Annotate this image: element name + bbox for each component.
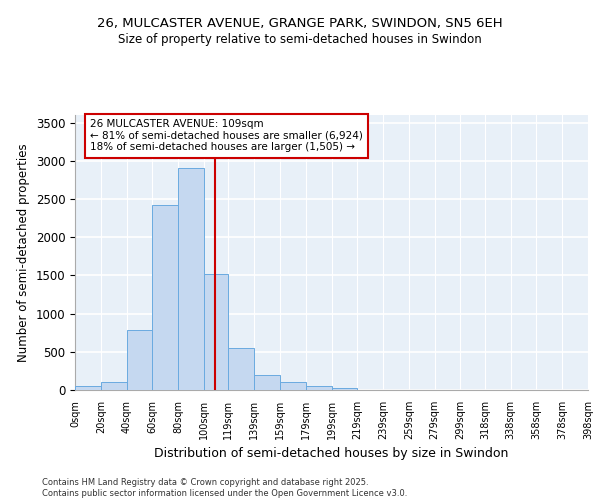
Bar — [75, 386, 101, 390]
Text: Size of property relative to semi-detached houses in Swindon: Size of property relative to semi-detach… — [118, 32, 482, 46]
Bar — [101, 382, 127, 390]
Bar — [178, 168, 204, 390]
Bar — [254, 374, 280, 390]
Text: 26, MULCASTER AVENUE, GRANGE PARK, SWINDON, SN5 6EH: 26, MULCASTER AVENUE, GRANGE PARK, SWIND… — [97, 18, 503, 30]
Y-axis label: Number of semi-detached properties: Number of semi-detached properties — [17, 143, 30, 362]
Bar — [306, 386, 331, 390]
X-axis label: Distribution of semi-detached houses by size in Swindon: Distribution of semi-detached houses by … — [154, 448, 509, 460]
Bar — [152, 205, 178, 390]
Bar — [229, 348, 254, 390]
Bar — [127, 330, 152, 390]
Bar — [331, 388, 357, 390]
Text: Contains HM Land Registry data © Crown copyright and database right 2025.
Contai: Contains HM Land Registry data © Crown c… — [42, 478, 407, 498]
Bar — [280, 382, 306, 390]
Bar — [204, 274, 229, 390]
Text: 26 MULCASTER AVENUE: 109sqm
← 81% of semi-detached houses are smaller (6,924)
18: 26 MULCASTER AVENUE: 109sqm ← 81% of sem… — [91, 119, 363, 152]
